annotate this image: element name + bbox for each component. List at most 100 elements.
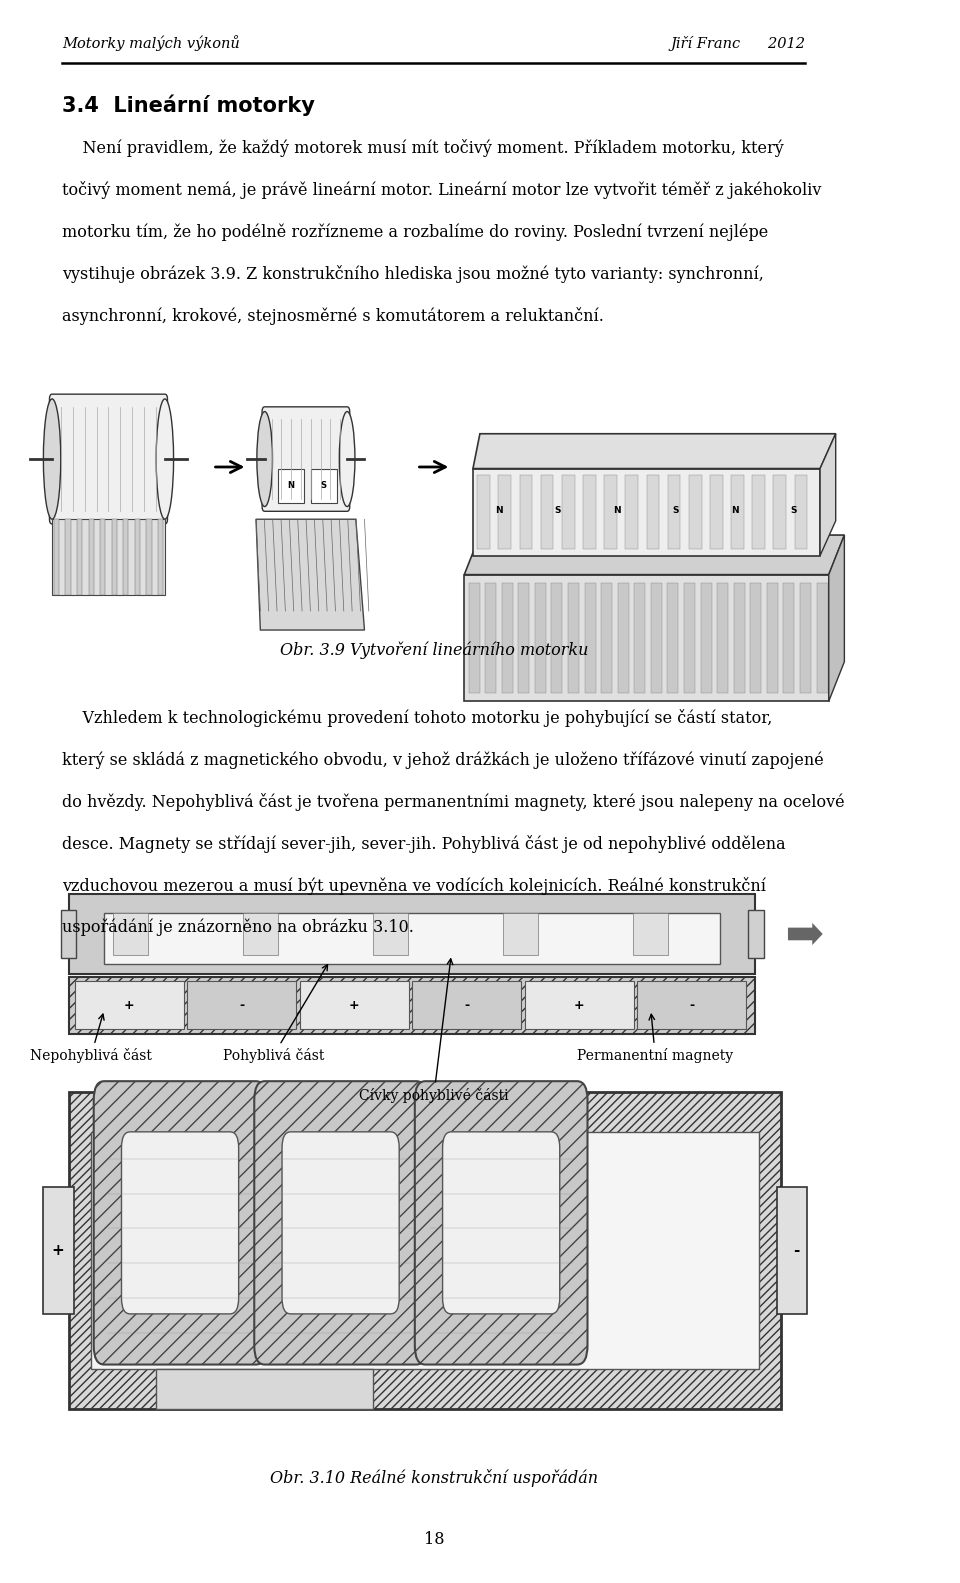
Bar xyxy=(710,475,723,549)
Bar xyxy=(502,583,513,693)
Text: N: N xyxy=(613,507,621,514)
Bar xyxy=(243,913,277,955)
Bar xyxy=(748,910,763,958)
Bar xyxy=(795,475,807,549)
FancyBboxPatch shape xyxy=(282,1132,399,1314)
Bar xyxy=(562,475,575,549)
Text: +: + xyxy=(51,1243,63,1258)
Bar xyxy=(684,583,695,693)
Text: S: S xyxy=(321,481,326,491)
Bar xyxy=(689,475,702,549)
Bar xyxy=(751,583,761,693)
Text: který se skládá z magnetického obvodu, v jehož drážkách je uloženo třífázové vin: který se skládá z magnetického obvodu, v… xyxy=(62,752,825,769)
Bar xyxy=(732,475,744,549)
Bar xyxy=(774,475,786,549)
Text: do hvězdy. Nepohyblivá část je tvořena permanentními magnety, které jsou nalepen: do hvězdy. Nepohyblivá část je tvořena p… xyxy=(62,793,845,810)
FancyBboxPatch shape xyxy=(311,469,337,503)
Text: uspořádání je znázorněno na obrázku 3.10.: uspořádání je znázorněno na obrázku 3.10… xyxy=(62,918,415,937)
FancyBboxPatch shape xyxy=(94,1081,267,1365)
Ellipse shape xyxy=(257,412,273,507)
Text: desce. Magnety se střídají sever-jih, sever-jih. Pohyblivá část je od nepohybliv: desce. Magnety se střídají sever-jih, se… xyxy=(62,836,786,853)
Bar xyxy=(69,894,755,974)
Text: N: N xyxy=(495,507,503,514)
Bar xyxy=(625,475,638,549)
Bar xyxy=(146,519,152,595)
Bar xyxy=(134,519,140,595)
Bar xyxy=(540,475,554,549)
Bar xyxy=(617,583,629,693)
FancyBboxPatch shape xyxy=(122,1132,239,1314)
FancyBboxPatch shape xyxy=(52,519,165,595)
Bar xyxy=(637,981,746,1029)
Polygon shape xyxy=(465,575,828,701)
Bar xyxy=(60,910,77,958)
Bar xyxy=(701,583,711,693)
FancyBboxPatch shape xyxy=(50,394,167,524)
FancyBboxPatch shape xyxy=(254,1081,427,1365)
Bar xyxy=(525,981,634,1029)
FancyArrow shape xyxy=(788,923,823,945)
Bar xyxy=(604,475,617,549)
Bar xyxy=(54,519,59,595)
Text: S: S xyxy=(791,507,798,514)
FancyBboxPatch shape xyxy=(43,1187,74,1314)
Text: -: - xyxy=(689,999,694,1012)
Bar xyxy=(77,519,83,595)
Bar xyxy=(583,475,596,549)
Text: Cívky pohyblivé části: Cívky pohyblivé části xyxy=(359,959,509,1102)
FancyBboxPatch shape xyxy=(443,1132,560,1314)
Bar xyxy=(100,519,106,595)
Bar xyxy=(518,583,529,693)
Bar xyxy=(535,583,546,693)
Text: -: - xyxy=(794,1243,800,1258)
Text: S: S xyxy=(673,507,680,514)
Polygon shape xyxy=(828,535,845,701)
FancyBboxPatch shape xyxy=(777,1187,807,1314)
Polygon shape xyxy=(256,519,365,630)
Bar xyxy=(634,913,668,955)
Bar xyxy=(75,981,183,1029)
Bar xyxy=(753,475,765,549)
Text: N: N xyxy=(287,481,294,491)
Ellipse shape xyxy=(156,399,174,519)
Bar xyxy=(373,913,408,955)
Text: vzduchovou mezerou a musí být upevněna ve vodících kolejnicích. Reálné konstrukč: vzduchovou mezerou a musí být upevněna v… xyxy=(62,877,766,894)
Text: Nepohyblivá část: Nepohyblivá část xyxy=(30,1015,152,1062)
Polygon shape xyxy=(820,434,836,556)
FancyBboxPatch shape xyxy=(69,1092,781,1409)
Bar xyxy=(568,583,579,693)
Polygon shape xyxy=(473,434,836,469)
Bar xyxy=(646,475,660,549)
Text: Permanentní magnety: Permanentní magnety xyxy=(577,1015,733,1062)
FancyBboxPatch shape xyxy=(262,407,349,511)
Text: S: S xyxy=(555,507,562,514)
Bar xyxy=(667,583,679,693)
Bar xyxy=(477,475,490,549)
Bar xyxy=(767,583,778,693)
Bar xyxy=(111,519,117,595)
Bar xyxy=(65,519,71,595)
Text: Jiří Franc      2012: Jiří Franc 2012 xyxy=(670,36,805,52)
Polygon shape xyxy=(473,469,820,556)
Bar xyxy=(91,1132,759,1369)
Bar xyxy=(187,981,297,1029)
Text: Pohyblivá část: Pohyblivá část xyxy=(223,964,327,1062)
Text: Motorky malých výkonů: Motorky malých výkonů xyxy=(62,35,240,52)
Bar xyxy=(69,894,755,974)
FancyBboxPatch shape xyxy=(277,469,303,503)
Bar xyxy=(503,913,538,955)
Text: -: - xyxy=(465,999,469,1012)
Bar xyxy=(485,583,496,693)
Text: +: + xyxy=(574,999,585,1012)
Bar xyxy=(104,913,720,964)
Ellipse shape xyxy=(339,412,355,507)
Text: asynchronní, krokové, stejnosměrné s komutátorem a reluktanční.: asynchronní, krokové, stejnosměrné s kom… xyxy=(62,307,605,325)
Bar xyxy=(412,981,521,1029)
Text: +: + xyxy=(124,999,134,1012)
Bar xyxy=(783,583,795,693)
Bar xyxy=(585,583,595,693)
Text: -: - xyxy=(239,999,244,1012)
Bar xyxy=(667,475,681,549)
FancyBboxPatch shape xyxy=(415,1081,588,1365)
Text: +: + xyxy=(348,999,360,1012)
